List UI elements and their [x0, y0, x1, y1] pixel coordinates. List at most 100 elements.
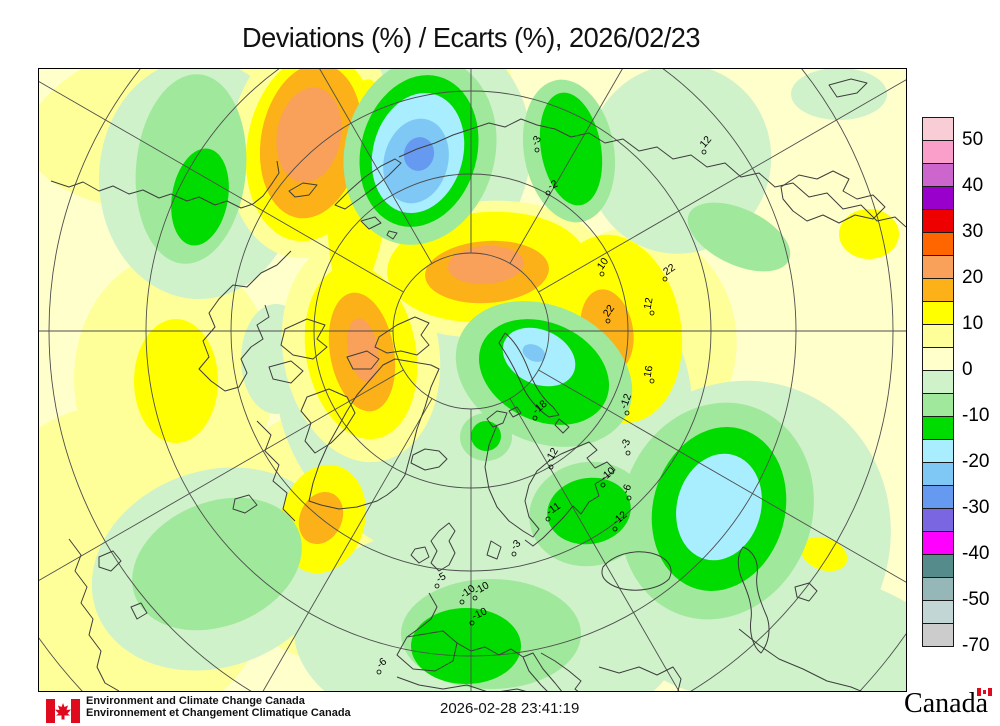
station-dot-icon [532, 415, 538, 421]
coast-aral [794, 582, 818, 602]
contour-region [448, 245, 524, 285]
colorbar-tick-label: -40 [962, 543, 990, 564]
coast-balkans [540, 652, 582, 691]
contour-fills [39, 69, 906, 691]
coast-scandinavia [484, 424, 616, 547]
coast-aleutians [50, 160, 280, 209]
colorbar-tick-label: 30 [962, 221, 984, 242]
colorbar-tick-label: -30 [962, 497, 990, 518]
contour-region [676, 453, 762, 561]
station-dot-icon [649, 310, 655, 316]
coast-iberia-france [396, 592, 458, 672]
colorbar-tick-label: -20 [962, 451, 990, 472]
colorbar-tick-label: 10 [962, 313, 984, 334]
maple-leaf-icon [55, 703, 71, 720]
station-value-label: -12 [618, 392, 635, 411]
station-dot-icon [545, 190, 551, 196]
station-dot-icon [472, 595, 478, 601]
colorbar-cell [922, 324, 954, 348]
contour-region [687, 564, 906, 691]
coast-black-sea [601, 551, 672, 591]
coast-baffin [300, 388, 356, 454]
coast-greenland [308, 358, 440, 510]
coast-bering-islands [360, 216, 398, 240]
contour-region [687, 202, 791, 272]
contour-region [791, 69, 887, 120]
colorbar-cell [922, 600, 954, 624]
station-dot-icon [625, 450, 631, 456]
colorbar-cell [922, 255, 954, 279]
colorbar-cell [922, 232, 954, 256]
generation-timestamp: 2026-02-28 23:41:19 [440, 700, 580, 717]
coast-arctic-islands [268, 318, 380, 384]
colorbar-cell [922, 508, 954, 532]
station-dot-icon [662, 276, 668, 282]
colorbar-tick-label: -10 [962, 405, 990, 426]
station-dot-icon [548, 464, 554, 470]
station-marker: -10 [469, 605, 489, 626]
meridian-line [39, 369, 404, 581]
station-marker: 16 [642, 364, 656, 384]
colorbar-cell [922, 163, 954, 187]
station-value-label: -10 [470, 605, 489, 622]
org-name-en: Environment and Climate Change Canada [86, 695, 305, 707]
contour-region [276, 87, 342, 183]
canada-wordmark: Canada [904, 688, 992, 720]
contour-region [411, 608, 521, 684]
station-marker: -6 [620, 482, 634, 501]
coast-labrador [232, 420, 296, 522]
coast-wrangel-island [828, 78, 868, 98]
coast-anatolia [598, 666, 682, 691]
meridian-line [39, 81, 404, 293]
colorbar-cell [922, 577, 954, 601]
station-dot-icon [605, 318, 611, 324]
colorbar-cell [922, 301, 954, 325]
org-name-bilingual: Environment and Climate Change Canada En… [86, 695, 351, 719]
station-dot-icon [599, 271, 605, 277]
colorbar-cell [922, 554, 954, 578]
coast-north-africa [396, 676, 527, 691]
colorbar-cell [922, 370, 954, 394]
coast-persian-gulf [738, 628, 862, 691]
station-dot-icon [600, 482, 606, 488]
station-value-label: 16 [642, 364, 656, 378]
colorbar-tick-label: 50 [962, 129, 984, 150]
meridian-line [538, 369, 906, 583]
station-dot-icon [469, 620, 475, 626]
colorbar-tick-label: -50 [962, 589, 990, 610]
coast-caspian-sea [737, 546, 770, 654]
colorbar-cell [922, 140, 954, 164]
coast-svalbard [486, 406, 522, 428]
coast-chukotka-peninsula [780, 170, 886, 224]
station-dot-icon [534, 147, 540, 153]
coast-britain-ireland [410, 522, 456, 572]
station-dot-icon [511, 551, 517, 557]
station-dot-icon [626, 495, 632, 501]
station-marker: -12 [618, 392, 635, 416]
contour-region [547, 477, 631, 545]
contour-region [132, 497, 302, 631]
station-dot-icon [624, 410, 630, 416]
contour-region [134, 319, 218, 443]
colorbar-cell [922, 485, 954, 509]
colorbar-cell [922, 209, 954, 233]
coast-atlantic-seaboard [68, 538, 148, 691]
colorbar-cell [922, 531, 954, 555]
coast-novaya-zemlya [498, 332, 570, 434]
coast-iceland [410, 448, 448, 471]
colorbar-tick-label: 40 [962, 175, 984, 196]
colorbar-cell [922, 462, 954, 486]
colorbar-cell [922, 439, 954, 463]
station-marker: -3 [619, 437, 633, 456]
meridian-line [509, 69, 623, 264]
coast-seward-peninsula [288, 182, 318, 198]
coast-denmark [486, 540, 502, 560]
coast-mediterranean-italy [456, 642, 563, 691]
coast-chukotka-tip [334, 158, 402, 210]
coastlines [50, 78, 906, 691]
colorbar-tick-label: 20 [962, 267, 984, 288]
station-value-label: 12 [642, 296, 656, 310]
colorbar-cell [922, 278, 954, 302]
colorbar-cell [922, 623, 954, 647]
